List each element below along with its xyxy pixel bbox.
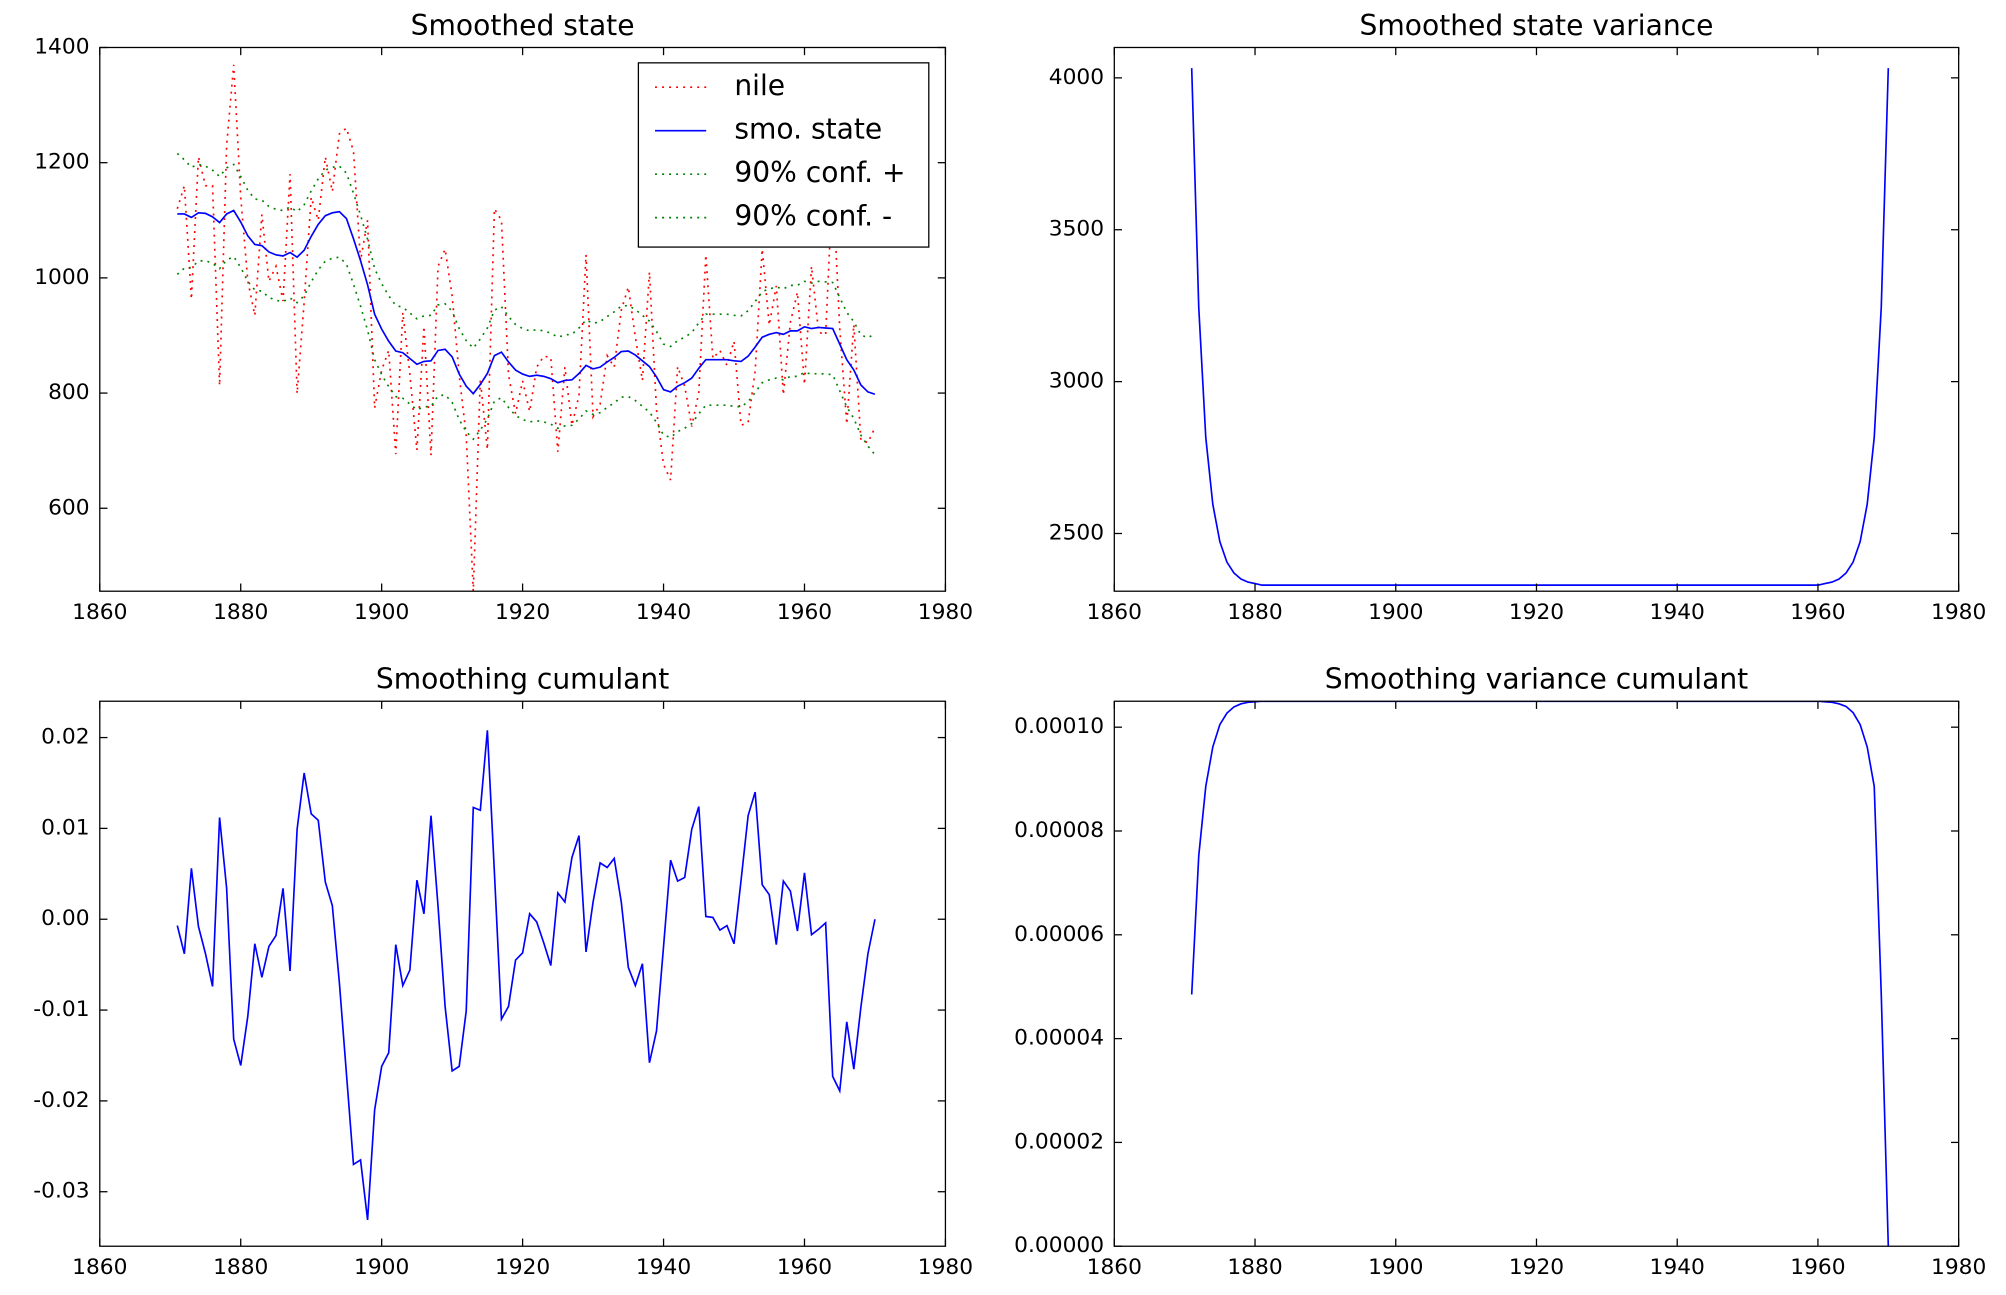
y-tick-label: 3500 xyxy=(1049,217,1104,242)
x-tick-label: 1880 xyxy=(213,600,268,625)
x-tick-label: 1900 xyxy=(1368,1255,1423,1280)
series-line xyxy=(176,152,876,350)
x-tick-label: 1940 xyxy=(636,600,691,625)
y-tick-label: 0.00010 xyxy=(1014,714,1104,739)
y-tick-label: 0.01 xyxy=(41,815,89,840)
plot-area xyxy=(1190,68,1890,586)
x-tick-label: 1960 xyxy=(777,600,832,625)
x-tick-label: 1860 xyxy=(1087,1255,1142,1280)
x-tick-label: 1920 xyxy=(495,600,550,625)
y-tick-label: 1000 xyxy=(34,265,89,290)
x-tick-label: 1960 xyxy=(1790,600,1845,625)
x-tick-label: 1860 xyxy=(72,1255,127,1280)
y-tick-label: 4000 xyxy=(1049,65,1104,90)
x-tick-label: 1940 xyxy=(1650,600,1705,625)
x-tick-label: 1860 xyxy=(1087,600,1142,625)
y-tick-label: -0.03 xyxy=(33,1179,89,1204)
x-tick-label: 1940 xyxy=(1650,1255,1705,1280)
y-tick-label: 0.00008 xyxy=(1014,818,1104,843)
axes: Smoothing variance cumulant 1860 1880 1900 1… xyxy=(1014,663,1986,1280)
legend: nile smo. state 90% conf. + 90% conf. - xyxy=(637,62,930,248)
y-tick-label: 1200 xyxy=(34,150,89,175)
y-tick-label: 0.02 xyxy=(41,725,89,750)
axes: Smoothed state 1860 1880 1900 1920 1940 1960 19… xyxy=(34,9,973,625)
x-tick-label: 1860 xyxy=(72,600,127,625)
x-tick-label: 1960 xyxy=(1790,1255,1845,1280)
axes-frame xyxy=(1113,46,1960,592)
x-tick-label: 1900 xyxy=(1368,600,1423,625)
y-tick-label: 1400 xyxy=(34,34,89,59)
x-tick-label: 1980 xyxy=(918,600,973,625)
x-tick-label: 1980 xyxy=(1931,600,1986,625)
series-line xyxy=(1190,701,1890,1247)
x-tick-label: 1900 xyxy=(354,1255,409,1280)
legend-label: 90% conf. - xyxy=(734,200,892,233)
axes-frame xyxy=(1113,700,1960,1247)
chart-title: Smoothing variance cumulant xyxy=(1325,663,1748,696)
legend-label: nile xyxy=(734,69,785,102)
x-tick-label: 1980 xyxy=(1931,1255,1986,1280)
legend-label: smo. state xyxy=(734,113,882,146)
axes: Smoothing cumulant 1860 1880 1900 1920 1940 19… xyxy=(33,663,973,1280)
x-tick-label: 1920 xyxy=(1509,600,1564,625)
x-tick-label: 1940 xyxy=(636,1255,691,1280)
x-tick-label: 1900 xyxy=(354,600,409,625)
y-tick-label: 0.00004 xyxy=(1014,1026,1104,1051)
axes-frame xyxy=(99,700,947,1247)
series-line xyxy=(1190,68,1890,586)
y-tick-label: 2500 xyxy=(1049,520,1104,545)
series-line xyxy=(176,255,876,456)
x-tick-label: 1980 xyxy=(918,1255,973,1280)
chart-title: Smoothing cumulant xyxy=(376,663,669,696)
chart-title: Smoothed state variance xyxy=(1360,9,1714,42)
x-tick-label: 1880 xyxy=(1227,600,1282,625)
plot-area xyxy=(1190,701,1890,1247)
y-tick-label: 800 xyxy=(48,380,89,405)
y-tick-label: 600 xyxy=(48,495,89,520)
legend-label: 90% conf. + xyxy=(734,156,905,189)
axes: Smoothed state variance 1860 1880 1900 1920 1… xyxy=(1049,9,1987,625)
series-line xyxy=(176,730,876,1220)
series-line xyxy=(177,209,876,396)
series-line xyxy=(176,64,876,592)
plot-area xyxy=(176,730,876,1220)
legend-box xyxy=(637,62,930,248)
x-tick-label: 1880 xyxy=(1227,1255,1282,1280)
x-tick-label: 1920 xyxy=(495,1255,550,1280)
plot-area xyxy=(176,64,876,592)
y-tick-label: 0.00002 xyxy=(1014,1129,1104,1154)
x-tick-label: 1920 xyxy=(1509,1255,1564,1280)
y-tick-label: 3000 xyxy=(1049,369,1104,394)
y-tick-label: 0.00000 xyxy=(1014,1233,1104,1258)
y-tick-label: 0.00006 xyxy=(1014,922,1104,947)
y-tick-label: 0.00 xyxy=(41,906,89,931)
x-tick-label: 1880 xyxy=(213,1255,268,1280)
chart-title: Smoothed state xyxy=(411,9,635,42)
y-tick-label: -0.01 xyxy=(33,997,89,1022)
y-tick-label: -0.02 xyxy=(33,1088,89,1113)
x-tick-label: 1960 xyxy=(777,1255,832,1280)
